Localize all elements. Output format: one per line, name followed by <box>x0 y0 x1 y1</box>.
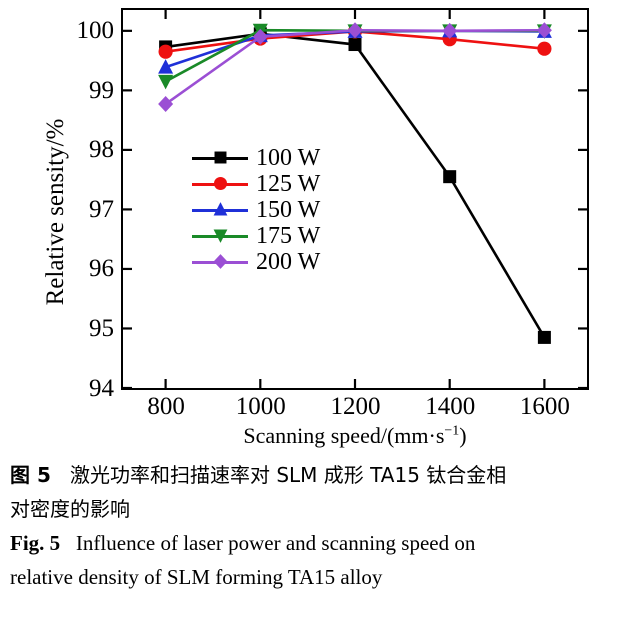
y-tick-label: 98 <box>89 136 114 164</box>
legend-item-200-w: 200 W <box>192 249 342 275</box>
caption-english-line2: relative density of SLM forming TA15 all… <box>10 565 383 589</box>
data-point-marker <box>158 96 174 113</box>
caption-chinese-text1: 激光功率和扫描速率对 SLM 成形 TA15 钛合金相 <box>69 463 507 487</box>
data-point-marker <box>213 176 228 191</box>
data-point-marker <box>537 330 551 344</box>
data-point-marker <box>443 170 457 184</box>
data-point-marker <box>536 22 552 39</box>
axis-ticks <box>123 10 587 388</box>
caption-english-text1: Influence of laser power and scanning sp… <box>75 531 476 555</box>
data-point-marker <box>158 44 173 59</box>
legend-label: 100 W <box>256 145 321 171</box>
y-tick-label: 99 <box>89 76 114 104</box>
x-axis-title: Scanning speed/(mm·s−1) <box>121 423 589 449</box>
plot-area <box>121 8 589 390</box>
x-tick-label: 1000 <box>235 393 286 420</box>
legend-swatch <box>192 199 248 221</box>
data-point-marker <box>442 22 458 39</box>
data-point-marker <box>213 254 228 269</box>
x-axis-tick-labels: 800 1000 1200 1400 1600 <box>0 394 639 428</box>
legend-swatch <box>192 251 248 273</box>
legend-swatch <box>192 147 248 169</box>
legend-marker-circle-icon <box>213 176 228 191</box>
data-point-marker <box>158 74 174 90</box>
legend-marker-diamond-icon <box>213 254 228 269</box>
legend-item-175-w: 175 W <box>192 223 342 249</box>
data-point-marker <box>348 38 362 52</box>
x-tick-label: 1400 <box>425 393 476 420</box>
legend-item-150-w: 150 W <box>192 197 342 223</box>
caption-english-label: Fig. 5 <box>10 531 61 555</box>
data-series-200-w <box>158 22 552 113</box>
legend-marker-triangle-down-icon <box>213 229 228 243</box>
y-tick-label: 100 <box>76 17 115 45</box>
y-tick-label: 94 <box>89 374 114 402</box>
legend-swatch <box>192 173 248 195</box>
legend-item-100-w: 100 W <box>192 145 342 171</box>
caption-english-line1: Fig. 5 Influence of laser power and scan… <box>10 526 635 560</box>
legend-marker-square-icon <box>214 151 227 164</box>
data-point-marker <box>347 22 363 39</box>
legend-label: 200 W <box>256 249 321 275</box>
caption-chinese-label: 图 5 <box>10 463 51 487</box>
legend-label: 125 W <box>256 171 321 197</box>
x-tick-label: 800 <box>147 393 185 420</box>
x-tick-label: 1600 <box>519 393 570 420</box>
x-axis-title-main: Scanning speed/(mm·s <box>243 423 445 448</box>
data-point-marker <box>252 28 268 45</box>
data-point-marker <box>213 229 228 243</box>
plot-svg <box>123 10 587 388</box>
legend: 100 W 125 W 150 W 175 W 200 W <box>192 145 342 275</box>
legend-label: 150 W <box>256 197 321 223</box>
data-point-marker <box>158 59 174 74</box>
y-tick-label: 96 <box>89 255 114 283</box>
legend-label: 175 W <box>256 223 321 249</box>
data-point-marker <box>537 41 552 56</box>
y-tick-label: 95 <box>89 314 114 342</box>
data-point-marker <box>214 151 227 164</box>
y-tick-label: 97 <box>89 195 114 223</box>
figure-captions: 图 5 激光功率和扫描速率对 SLM 成形 TA15 钛合金相 对密度的影响 F… <box>10 458 635 594</box>
x-tick-label: 1200 <box>330 393 381 420</box>
x-axis-title-exponent: −1 <box>444 423 460 439</box>
caption-chinese-line2: 对密度的影响 <box>10 497 130 521</box>
data-point-marker <box>213 202 228 216</box>
y-axis-tick-labels: 100 99 98 97 96 95 94 <box>46 0 115 402</box>
legend-swatch <box>192 225 248 247</box>
legend-item-125-w: 125 W <box>192 171 342 197</box>
chart-figure: Relative sensity/% 100 99 98 97 96 95 94 100 W… <box>0 0 639 449</box>
caption-chinese-line1: 图 5 激光功率和扫描速率对 SLM 成形 TA15 钛合金相 <box>10 458 635 492</box>
legend-marker-triangle-up-icon <box>213 202 228 216</box>
x-axis-title-tail: ) <box>459 423 467 448</box>
